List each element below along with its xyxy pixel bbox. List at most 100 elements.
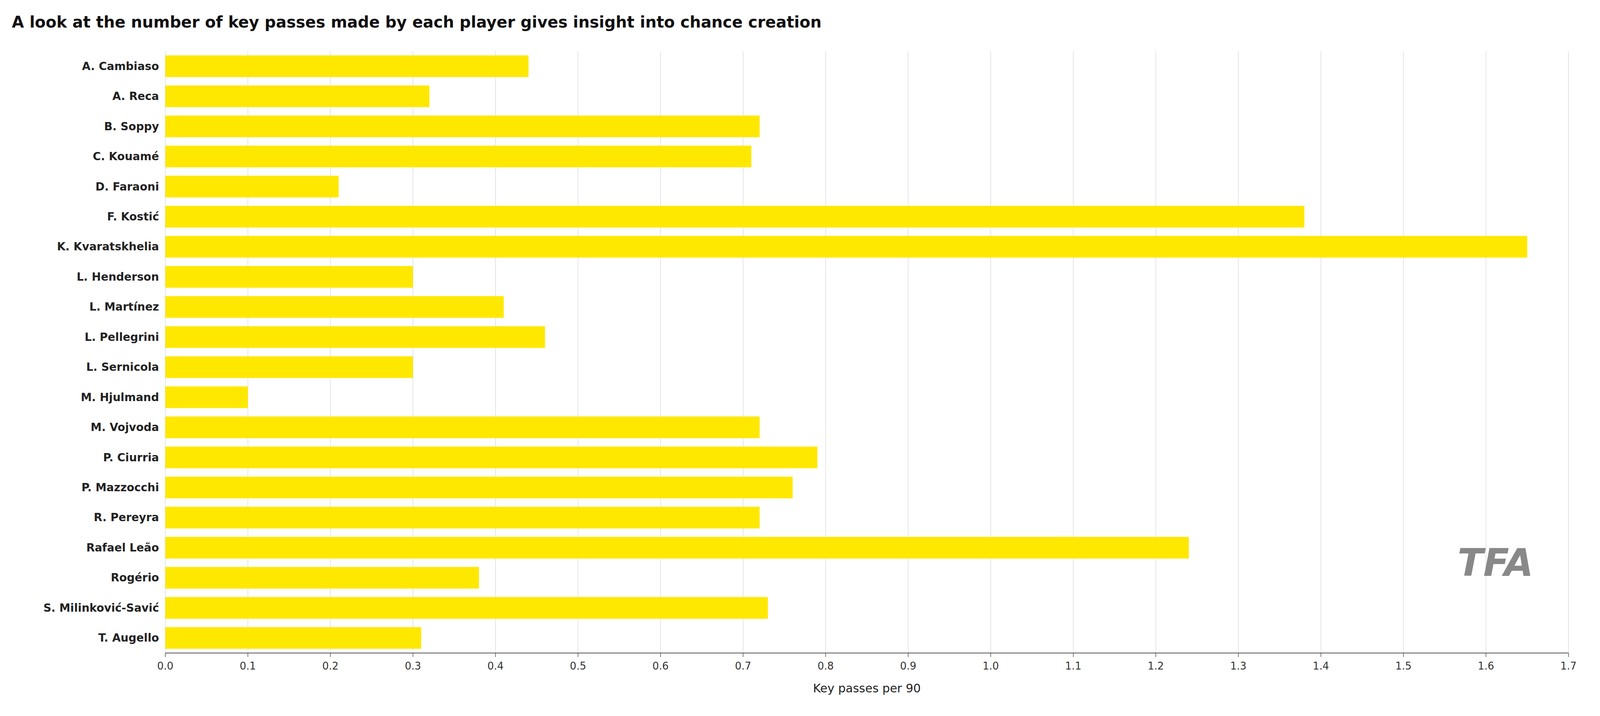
bar [165,476,793,499]
category-label: M. Hjulmand [80,390,160,404]
bar [165,326,546,348]
category-label: Rogério [110,571,160,585]
category-label: L. Martínez [89,300,160,314]
tick-mark [990,652,992,657]
bar [165,235,1528,258]
tick-label: 1.1 [1065,660,1082,672]
grid-line [1320,51,1322,653]
tick-mark [1155,652,1157,657]
tick-label: 0.6 [652,660,669,672]
tick-label: 1.2 [1147,660,1164,672]
bar [165,295,504,318]
tick-mark [164,652,166,657]
tick-label: 1.6 [1477,660,1495,672]
category-label: K. Kvaratskhelia [57,240,160,254]
category-label: L. Sernicola [86,360,160,374]
tick-label: 0.5 [569,660,587,672]
bar [165,627,422,649]
tick-label: 0.1 [239,660,256,672]
bar [165,386,248,409]
y-axis-labels: A. Cambiaso A. Reca B. Soppy C. Kouamé D. Fa… [43,59,160,645]
tick-label: 0.9 [900,660,917,672]
x-axis-label: Key passes per 90 [813,681,922,696]
category-label: L. Pellegrini [84,330,160,344]
grid-line [577,51,579,653]
category-label: R. Pereyra [93,510,160,524]
grid-line [164,51,166,653]
tick-label: 1.5 [1395,660,1412,672]
bar [165,85,430,108]
x-axis-line [165,652,1569,654]
grid-line [330,51,332,653]
tick-label: 0.0 [157,660,174,672]
title: A look at the number of key passes made … [11,12,822,32]
bar [165,506,760,529]
grid-line [247,51,249,653]
tick-mark [825,652,827,657]
tick-label: 1.7 [1560,660,1577,672]
category-label: F. Kostić [107,210,160,224]
category-label: A. Reca [112,89,160,103]
grid-line [495,51,496,653]
tick-label: 0.3 [404,660,421,672]
grid-line [1403,51,1404,653]
category-label: M. Vojvoda [90,420,160,434]
category-label: C. Kouamé [92,149,160,163]
tick-mark [412,652,414,657]
category-label: S. Milinković-Savić [43,601,160,615]
grid [165,51,1569,653]
grid-line [1568,51,1569,653]
chart: 0.0 0.1 0.2 0.3 0.4 0.5 0.6 0.7 0.8 0.9 1.0 1.1 1.2 1… [0,0,1600,716]
bar [165,536,1189,559]
grid-line [1155,51,1157,653]
bar [165,597,768,619]
bar [165,266,413,288]
category-label: P. Ciurria [103,451,160,465]
bars [165,55,1528,650]
tick-label: 0.7 [734,660,751,672]
bar [165,175,339,198]
category-label: A. Cambiaso [81,59,160,73]
category-label: D. Faraoni [95,180,160,194]
tick-mark [1568,652,1569,657]
tick-label: 1.4 [1312,660,1329,672]
tick-mark [742,652,744,657]
tick-mark [330,652,332,657]
tick-label: 0.2 [322,660,339,672]
tick-mark [495,652,496,657]
category-label: L. Henderson [76,270,160,284]
tick-mark [908,652,909,657]
tick-label: 0.4 [487,660,504,672]
bar [165,205,1305,228]
tick-label: 1.3 [1230,660,1247,672]
tick-mark [1403,652,1404,657]
bar [165,446,818,469]
tick-mark [247,652,249,657]
grid-line [742,51,744,653]
category-label: Rafael Leão [86,541,160,555]
tick-mark [1237,652,1239,657]
tick-mark [660,652,661,657]
tick-mark [1072,652,1074,657]
tick-label: 0.8 [817,660,834,672]
tick-label: 1.0 [982,660,999,672]
bar [165,115,760,138]
grid-line [990,51,992,653]
bar [165,356,413,378]
grid-line [412,51,414,653]
annotation: TFA [1457,540,1534,585]
bar [165,55,529,78]
bar [165,566,480,589]
tick-mark [577,652,579,657]
category-label: T. Augello [98,631,160,645]
category-label: B. Soppy [104,120,160,134]
tick-mark [1485,652,1487,657]
x-axis-ticks: 0.0 0.1 0.2 0.3 0.4 0.5 0.6 0.7 0.8 0.9 1.0 1.1 1.2 1… [157,652,1577,672]
tick-mark [1320,652,1322,657]
grid-line [908,51,909,653]
bar [165,416,760,439]
grid-line [660,51,661,653]
grid-line [825,51,827,653]
grid-line [1237,51,1239,653]
category-label: P. Mazzocchi [81,480,160,494]
